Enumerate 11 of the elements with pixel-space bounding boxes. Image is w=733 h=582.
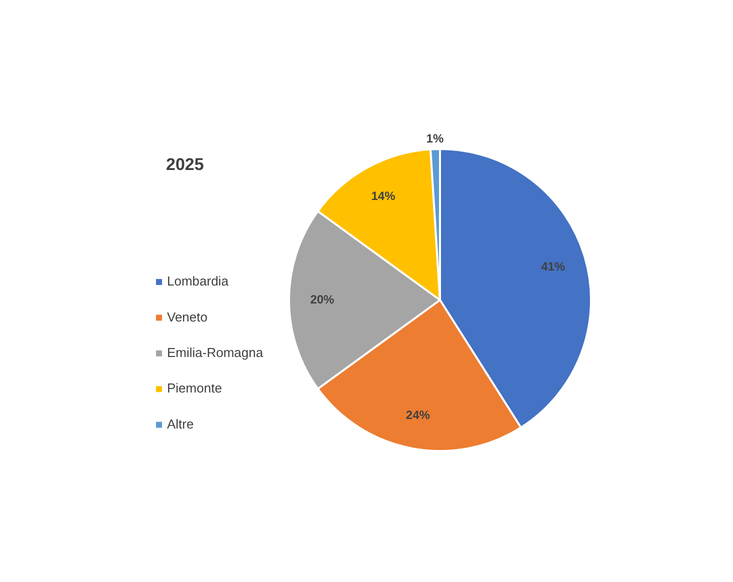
data-label: 41% [541, 259, 566, 274]
data-label: 20% [310, 292, 335, 306]
legend-label: Altre [167, 416, 194, 432]
data-label: 24% [406, 408, 430, 422]
legend-label: Emilia-Romagna [167, 344, 264, 360]
legend-label: Veneto [167, 309, 208, 324]
data-label: 1% [426, 131, 444, 146]
text: 2025 [166, 155, 204, 175]
data-label: 14% [371, 189, 396, 204]
legend-label: Piemonte [167, 380, 222, 396]
legend-label: Lombardia [167, 274, 230, 289]
